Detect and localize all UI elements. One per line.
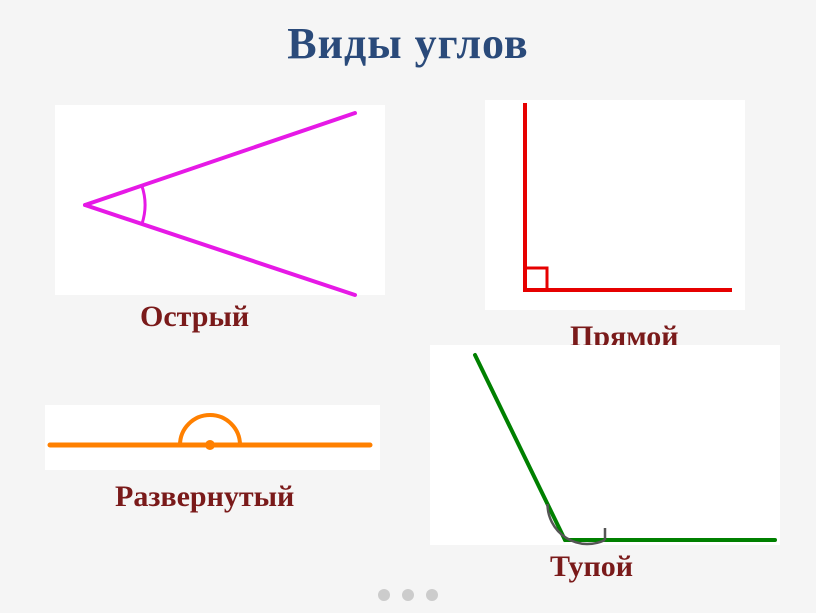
straight-label: Развернутый	[115, 480, 294, 514]
nav-dot[interactable]	[402, 589, 414, 601]
obtuse-angle-diagram	[430, 345, 780, 570]
right-angle-svg	[485, 100, 745, 330]
nav-dot[interactable]	[378, 589, 390, 601]
nav-dots	[0, 589, 816, 601]
right-angle-diagram	[485, 100, 745, 330]
obtuse-label: Тупой	[550, 550, 633, 584]
obtuse-angle-svg	[430, 345, 780, 570]
page-title: Виды углов	[0, 0, 816, 69]
acute-angle-svg	[55, 105, 385, 320]
acute-angle-diagram	[55, 105, 385, 320]
acute-label: Острый	[140, 300, 249, 334]
nav-dot[interactable]	[426, 589, 438, 601]
